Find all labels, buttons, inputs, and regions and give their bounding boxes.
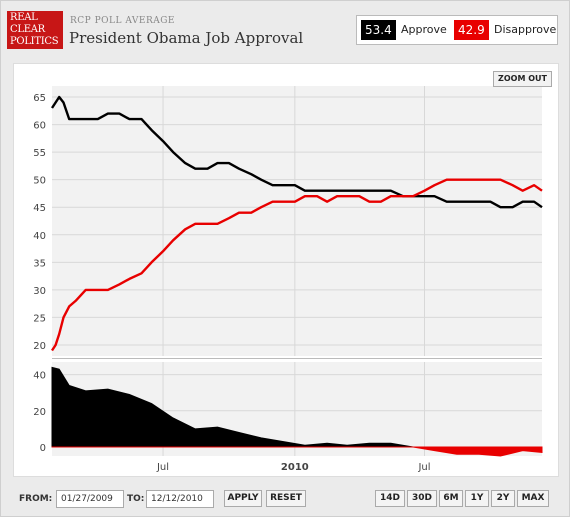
disapprove-value: 42.9 — [454, 20, 489, 40]
x-tick-label: Jul — [417, 462, 430, 473]
approval-y-tick-label: 30 — [33, 286, 46, 297]
apply-button[interactable]: APPLY — [224, 490, 262, 507]
from-date-input[interactable]: 01/27/2009 — [56, 490, 124, 508]
x-tick-label: 2010 — [281, 462, 309, 473]
spread-area-negative — [51, 446, 543, 457]
chart-svg[interactable]: 20 25 30 35 40 45 50 55 60 65 0 20 40 Jul 2010 Jul — [14, 64, 560, 478]
logo-line: POLITICS — [10, 36, 59, 47]
series-line-approve — [50, 95, 543, 209]
approval-y-tick-label: 60 — [33, 121, 46, 132]
zoom-out-button[interactable]: ZOOM OUT — [493, 71, 552, 87]
approval-y-tick-label: 25 — [33, 313, 46, 324]
rcp-logo[interactable]: REAL CLEAR POLITICS — [7, 11, 63, 49]
range-1y-button[interactable]: 1Y — [465, 490, 489, 507]
from-label: FROM: — [19, 494, 53, 504]
chart-panel: 20 25 30 35 40 45 50 55 60 65 0 20 40 Jul 2010 Jul — [13, 63, 559, 477]
approval-plot-area — [52, 86, 542, 356]
header: REAL CLEAR POLITICS RCP POLL AVERAGE Pre… — [1, 1, 570, 61]
approve-label: Approve — [401, 23, 447, 36]
disapprove-label: Disapprove — [494, 23, 557, 36]
range-6m-button[interactable]: 6M — [439, 490, 463, 507]
range-30d-button[interactable]: 30D — [407, 490, 437, 507]
x-tick-label: Jul — [156, 462, 169, 473]
to-label: TO: — [127, 494, 145, 504]
approval-y-tick-label: 50 — [33, 176, 46, 187]
kicker: RCP POLL AVERAGE — [70, 16, 175, 26]
spread-y-tick-label: 20 — [33, 407, 46, 418]
approval-y-tick-label: 45 — [33, 203, 46, 214]
to-date-input[interactable]: 12/12/2010 — [146, 490, 214, 508]
logo-line: REAL — [10, 12, 38, 23]
approval-y-tick-label: 40 — [33, 231, 46, 242]
range-max-button[interactable]: MAX — [517, 490, 549, 507]
approve-value: 53.4 — [361, 20, 396, 40]
series-line-disapprove — [50, 178, 543, 352]
footer: FROM: 01/27/2009 TO: 12/12/2010 APPLY RE… — [1, 483, 570, 518]
approval-y-tick-label: 55 — [33, 148, 46, 159]
approval-y-tick-label: 20 — [33, 341, 46, 352]
legend: 53.4 Approve 42.9 Disapprove — [356, 15, 558, 45]
range-2y-button[interactable]: 2Y — [491, 490, 515, 507]
page-title: President Obama Job Approval — [69, 29, 304, 47]
range-14d-button[interactable]: 14D — [375, 490, 405, 507]
spread-y-tick-label: 40 — [33, 371, 46, 382]
spread-y-tick-label: 0 — [40, 443, 46, 454]
reset-button[interactable]: RESET — [266, 490, 306, 507]
logo-line: CLEAR — [10, 24, 45, 35]
approval-y-tick-label: 65 — [33, 93, 46, 104]
approval-y-tick-label: 35 — [33, 258, 46, 269]
